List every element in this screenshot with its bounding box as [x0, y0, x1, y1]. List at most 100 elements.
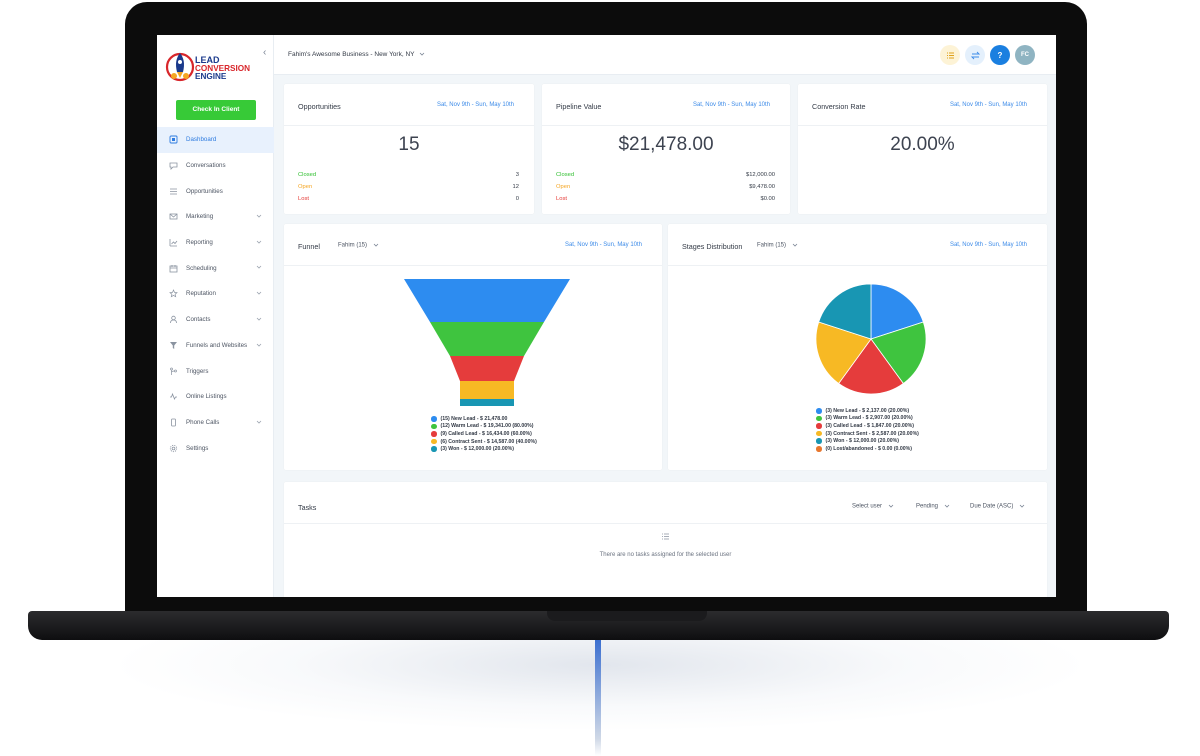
sidebar-item-online-listings[interactable]: Online Listings [157, 384, 274, 410]
chevron-down-icon [256, 239, 262, 245]
sidebar-item-scheduling[interactable]: Scheduling [157, 255, 274, 281]
pie-slice-warm-lead[interactable] [870, 321, 927, 385]
date-range-link[interactable]: Sat, Nov 9th - Sun, May 10th [949, 102, 1027, 108]
divider [668, 265, 1047, 266]
legend-item[interactable]: (3) Won - $ 12,000.00 (20.00%) [431, 445, 537, 453]
sidebar-item-opportunities[interactable]: Opportunities [157, 178, 274, 204]
date-range-link[interactable]: Sat, Nov 9th - Sun, May 10th [949, 242, 1027, 248]
stat-value: $9,478.00 [749, 184, 775, 190]
legend-label: (9) Called Lead - $ 16,434.00 (60.00%) [440, 430, 532, 437]
status-dropdown[interactable]: Pending [916, 503, 950, 510]
check-in-client-button[interactable]: Check In Client [176, 100, 256, 120]
svg-text:CONVERSION: CONVERSION [195, 64, 250, 73]
user-icon [169, 315, 178, 324]
swap-icon [970, 51, 980, 59]
date-range-link[interactable]: Sat, Nov 9th - Sun, May 10th [436, 102, 514, 108]
stat-row-lost: Lost $0.00 [556, 196, 775, 205]
stages-legend: (3) New Lead - $ 2,137.00 (20.00%) (3) Wa… [816, 407, 919, 453]
legend-item[interactable]: (3) New Lead - $ 2,137.00 (20.00%) [816, 407, 919, 415]
mail-icon [169, 212, 178, 221]
legend-item[interactable]: (12) Warm Lead - $ 19,341.00 (80.00%) [431, 423, 537, 431]
legend-item[interactable]: (3) Called Lead - $ 1,847.00 (20.00%) [816, 422, 919, 430]
sidebar-item-triggers[interactable]: Triggers [157, 358, 274, 384]
opportunities-card: Opportunities Sat, Nov 9th - Sun, May 10… [284, 84, 534, 214]
divider [284, 125, 534, 126]
legend-item[interactable]: (3) Contract Sent - $ 2,587.00 (20.00%) [816, 430, 919, 438]
funnel-segment-contract-sent [460, 381, 514, 399]
stat-label: Closed [298, 172, 317, 178]
stat-row-lost: Lost 0 [298, 196, 519, 205]
chart-icon [169, 238, 178, 247]
select-value: Fahim (15) [338, 242, 368, 249]
stat-row-open: Open 12 [298, 184, 519, 193]
chevron-down-icon [256, 419, 262, 425]
legend-label: (3) Won - $ 12,000.00 (20.00%) [440, 446, 514, 453]
date-range-link[interactable]: Sat, Nov 9th - Sun, May 10th [692, 102, 770, 108]
chevron-down-icon [419, 52, 425, 56]
stat-label: Lost [298, 196, 309, 202]
sidebar-item-label: Settings [186, 444, 209, 452]
legend-item[interactable]: (0) Lost/abandoned - $ 0.00 (0.00%) [816, 445, 919, 453]
legend-item[interactable]: (9) Called Lead - $ 16,434.00 (60.00%) [431, 430, 537, 438]
collapse-sidebar-icon[interactable]: ‹ [263, 47, 267, 58]
legend-swatch [431, 416, 437, 422]
legend-label: (3) Won - $ 12,000.00 (20.00%) [825, 438, 899, 445]
legend-swatch [431, 423, 437, 430]
pie-slice-called-lead[interactable] [838, 338, 904, 395]
pie-slice-contract-sent[interactable] [815, 321, 872, 385]
legend-label: (3) Warm Lead - $ 2,907.00 (20.00%) [825, 415, 913, 422]
legend-item[interactable]: (3) Warm Lead - $ 2,907.00 (20.00%) [816, 415, 919, 423]
pie-slice-won[interactable] [818, 283, 872, 340]
sidebar-item-reputation[interactable]: Reputation [157, 281, 274, 307]
sidebar-item-phone-calls[interactable]: Phone Calls [157, 410, 274, 436]
pipeline-value-card: Pipeline Value Sat, Nov 9th - Sun, May 1… [542, 84, 790, 214]
sidebar-item-funnels-and-websites[interactable]: Funnels and Websites [157, 333, 274, 359]
legend-label: (3) Contract Sent - $ 2,587.00 (20.00%) [825, 430, 919, 437]
stages-pie-chart [815, 283, 927, 395]
date-range-link[interactable]: Sat, Nov 9th - Sun, May 10th [564, 242, 642, 248]
sidebar-nav: Dashboard Conversations Opportunities Marke… [157, 127, 274, 461]
select-value: Select user [852, 503, 883, 510]
sidebar-item-label: Marketing [186, 213, 214, 221]
funnel-user-select[interactable]: Fahim (15) [338, 242, 379, 249]
help-button[interactable]: ? [990, 45, 1010, 65]
sort-dropdown[interactable]: Due Date (ASC) [970, 503, 1025, 510]
legend-swatch [431, 438, 437, 445]
stages-user-select[interactable]: Fahim (15) [757, 242, 798, 249]
location-switcher[interactable]: Fahim's Awesome Business - New York, NY [288, 51, 425, 58]
legend-label: (12) Warm Lead - $ 19,341.00 (80.00%) [440, 423, 534, 430]
sidebar-item-conversations[interactable]: Conversations [157, 153, 274, 179]
user-avatar[interactable]: FC [1015, 45, 1035, 65]
sidebar-item-reporting[interactable]: Reporting [157, 230, 274, 256]
sidebar-item-marketing[interactable]: Marketing [157, 204, 274, 230]
switch-account-button[interactable] [965, 45, 985, 65]
legend-swatch [431, 446, 437, 452]
funnel-card: Funnel Fahim (15) Sat, Nov 9th - Sun, Ma… [284, 224, 662, 470]
funnel-legend: (15) New Lead - $ 21,478.00 (12) Warm Lea… [431, 415, 537, 453]
sidebar-item-settings[interactable]: Settings [157, 435, 274, 461]
legend-item[interactable]: (6) Contract Sent - $ 14,587.00 (40.00%) [431, 438, 537, 446]
select-user-dropdown[interactable]: Select user [852, 503, 894, 510]
select-value: Pending [916, 503, 939, 510]
card-title: Tasks [298, 503, 317, 512]
pie-slice-new-lead[interactable] [870, 283, 924, 340]
card-title: Opportunities [298, 102, 341, 111]
chevron-down-icon [256, 290, 262, 296]
branch-icon [169, 367, 178, 376]
sidebar-item-contacts[interactable]: Contacts [157, 307, 274, 333]
topbar: Fahim's Awesome Business - New York, NY … [274, 35, 1056, 75]
laptop-base [28, 611, 1169, 640]
sidebar-item-dashboard[interactable]: Dashboard [157, 127, 274, 153]
sidebar-item-label: Scheduling [186, 264, 217, 272]
legend-item[interactable]: (15) New Lead - $ 21,478.00 [431, 415, 537, 423]
legend-item[interactable]: (3) Won - $ 12,000.00 (20.00%) [816, 437, 919, 445]
phone-icon [169, 418, 178, 427]
stat-label: Closed [556, 172, 575, 178]
filter-icon [169, 341, 178, 350]
sidebar-item-label: Triggers [186, 367, 209, 375]
funnel-segment-called-lead [450, 356, 524, 381]
card-title: Funnel [298, 242, 320, 251]
chevron-down-icon [256, 316, 262, 322]
task-list-button[interactable] [940, 45, 960, 65]
